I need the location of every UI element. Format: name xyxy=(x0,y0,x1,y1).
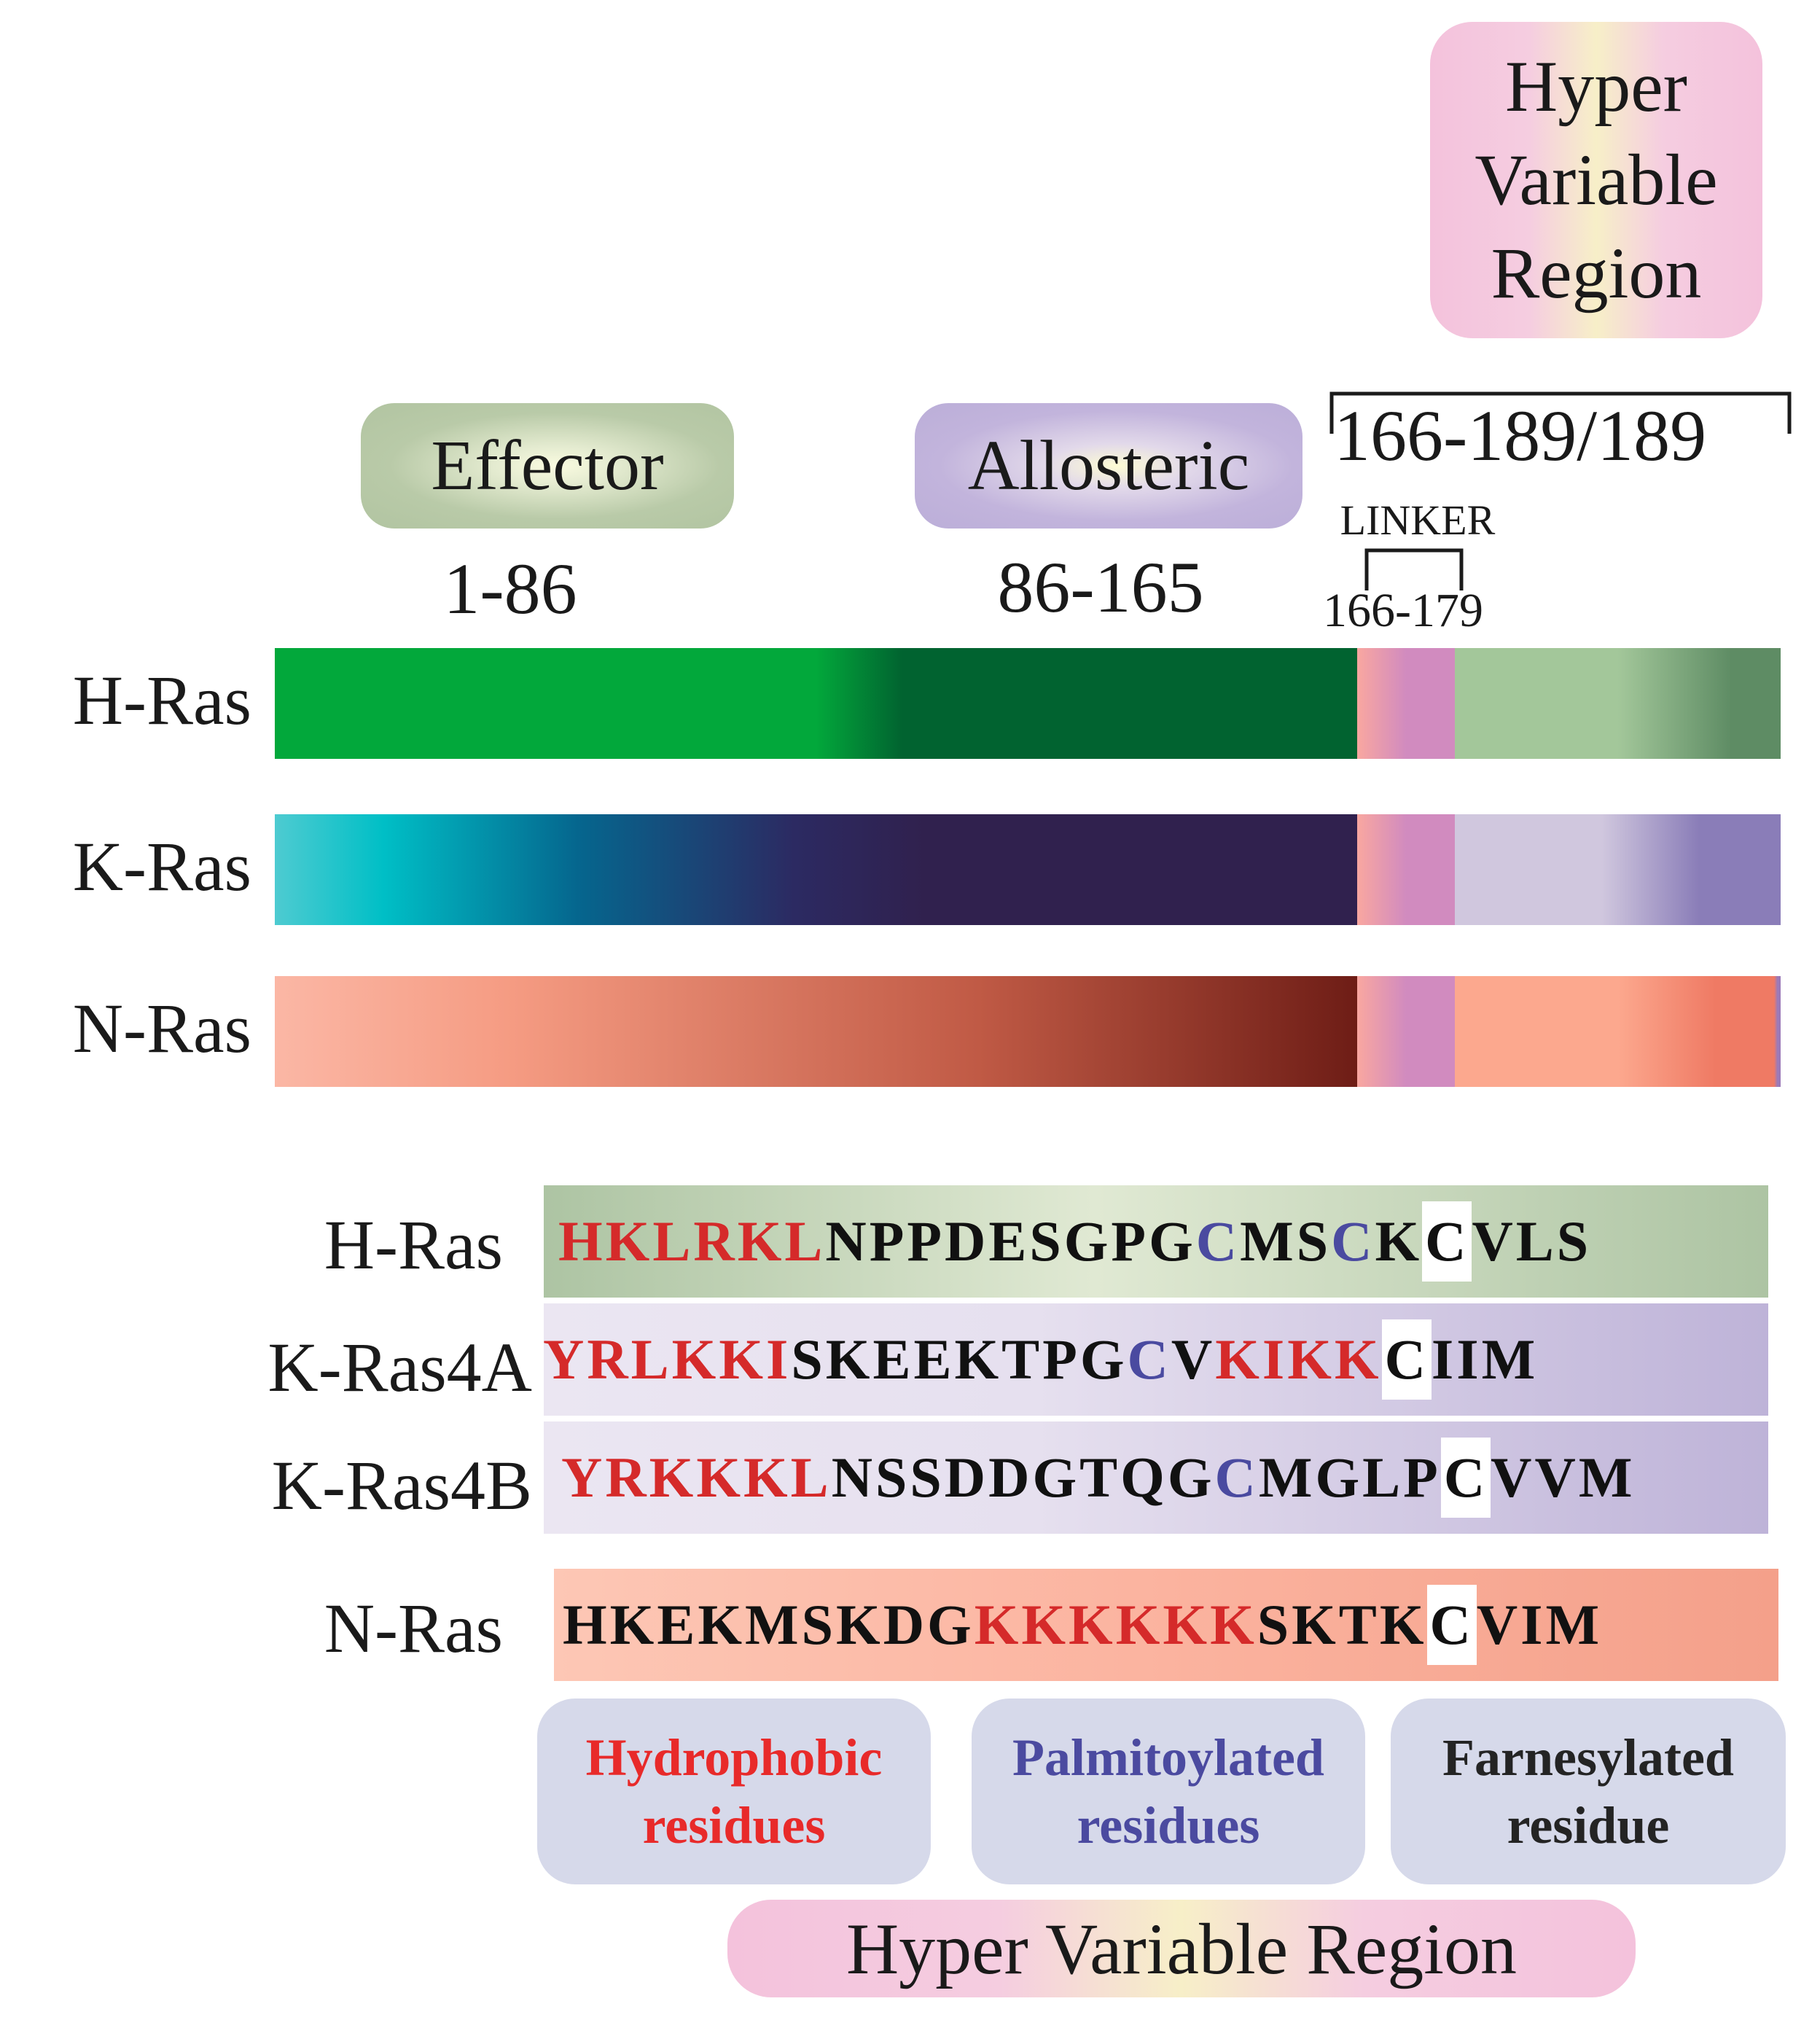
residues-segment: NPPDESGPG xyxy=(825,1209,1196,1273)
residues-segment: NSSDDGTQG xyxy=(831,1446,1215,1509)
hvr-title-pill: Hyper Variable Region xyxy=(1430,22,1762,338)
legend-farnesylated: Farnesylated residue xyxy=(1391,1699,1786,1884)
residues-segment: MS xyxy=(1240,1209,1332,1273)
residues-segment: V xyxy=(1171,1327,1216,1391)
bar-label-k-ras: K-Ras xyxy=(72,827,251,905)
allosteric-pill: Allosteric xyxy=(915,403,1302,529)
linker-range: 166-179 xyxy=(1323,584,1483,637)
hydrophobic-residues-segment: HKLRKL xyxy=(558,1209,826,1273)
effector-label: Effector xyxy=(431,426,664,505)
seq-label-k-ras4b: K-Ras4B xyxy=(271,1446,532,1524)
hydrophobic-residues-segment: YRKKKL xyxy=(561,1446,832,1509)
legend-hydrophobic: Hydrophobic residues xyxy=(537,1699,931,1884)
palmitoylated-residue-segment: C xyxy=(1195,1209,1241,1273)
hydrophobic-residues-segment: YRLKKI xyxy=(543,1327,792,1391)
hvr-title-line-2: Variable xyxy=(1475,139,1718,220)
residues-segment: MGLP xyxy=(1258,1446,1441,1509)
bar-k-ras-hvr xyxy=(1455,814,1781,925)
farnesylated-residue-segment: C xyxy=(1440,1438,1491,1518)
seq-bg-h-ras xyxy=(544,1185,1768,1298)
seq-bg-k-ras4b xyxy=(544,1421,1768,1534)
residues-segment: K xyxy=(1375,1209,1423,1273)
hvr-title-line-1: Hyper xyxy=(1505,46,1687,127)
legend-hydrophobic-text: Hydrophobic residues xyxy=(585,1728,883,1855)
farnesylated-residue-segment: C xyxy=(1422,1201,1472,1282)
legend-palmitoylated: Palmitoylated residues xyxy=(972,1699,1365,1884)
seq-label-h-ras: H-Ras xyxy=(324,1206,503,1284)
linker-bracket xyxy=(1364,548,1464,590)
legend-farnesylated-text: Farnesylated residue xyxy=(1442,1728,1734,1855)
bar-h-ras-linker xyxy=(1357,648,1455,759)
bar-n-ras-hvr xyxy=(1455,976,1781,1087)
hvr-bottom-pill: Hyper Variable Region xyxy=(727,1900,1636,1997)
bar-n-ras-linker xyxy=(1357,976,1455,1087)
residues-segment: SKTK xyxy=(1257,1593,1427,1656)
seq-k-ras4b: YRKKKL NSSDDGTQG C MGLP C VVM xyxy=(561,1421,1635,1534)
seq-n-ras: HKEKMSKDG KKKKKK SKTK C VIM xyxy=(563,1569,1602,1681)
hvr-range-label: 166-189/189 xyxy=(1334,395,1707,476)
residues-segment: VLS xyxy=(1472,1209,1592,1273)
effector-range: 1-86 xyxy=(443,548,577,629)
residues-segment: VVM xyxy=(1491,1446,1636,1509)
bar-label-n-ras: N-Ras xyxy=(72,989,251,1067)
bar-label-h-ras: H-Ras xyxy=(72,661,251,739)
allosteric-label: Allosteric xyxy=(967,426,1250,505)
hvr-bottom-label: Hyper Variable Region xyxy=(845,1908,1518,1989)
seq-bg-k-ras4a xyxy=(544,1303,1768,1416)
farnesylated-residue-segment: C xyxy=(1426,1585,1477,1665)
hydrophobic-residues-segment: KIKK xyxy=(1215,1327,1382,1391)
bar-k-ras-linker xyxy=(1357,814,1455,925)
farnesylated-residue-segment: C xyxy=(1381,1319,1432,1400)
seq-h-ras: HKLRKL NPPDESGPG C MS C K C VLS xyxy=(558,1185,1591,1298)
allosteric-range: 86-165 xyxy=(997,547,1204,628)
hvr-range-bracket xyxy=(1329,391,1792,434)
seq-bg-n-ras xyxy=(554,1569,1778,1681)
bar-k-ras xyxy=(275,814,1781,925)
linker-label: LINKER xyxy=(1340,496,1496,544)
seq-label-k-ras4a: K-Ras4A xyxy=(267,1328,532,1406)
seq-label-n-ras: N-Ras xyxy=(324,1589,503,1667)
palmitoylated-residue-segment: C xyxy=(1331,1209,1375,1273)
bar-h-ras-core xyxy=(275,648,1357,759)
palmitoylated-residue-segment: C xyxy=(1127,1327,1171,1391)
residues-segment: VIM xyxy=(1476,1593,1603,1656)
palmitoylated-residue-segment: C xyxy=(1214,1446,1259,1509)
bar-n-ras-core xyxy=(275,976,1357,1087)
bar-n-ras xyxy=(275,976,1781,1087)
seq-k-ras4a: YRLKKI SKEEKTPG C V KIKK C IIM xyxy=(543,1303,1538,1416)
bar-k-ras-core xyxy=(275,814,1357,925)
residues-segment: IIM xyxy=(1431,1327,1539,1391)
bar-h-ras-hvr xyxy=(1455,648,1781,759)
effector-pill: Effector xyxy=(361,403,734,529)
hydrophobic-residues-segment: KKKKKK xyxy=(974,1593,1257,1656)
bar-h-ras xyxy=(275,648,1781,759)
legend-palmitoylated-text: Palmitoylated residues xyxy=(1012,1728,1324,1855)
residues-segment: SKEEKTPG xyxy=(791,1327,1128,1391)
hvr-title-line-3: Region xyxy=(1491,233,1702,313)
residues-segment: HKEKMSKDG xyxy=(563,1593,975,1656)
